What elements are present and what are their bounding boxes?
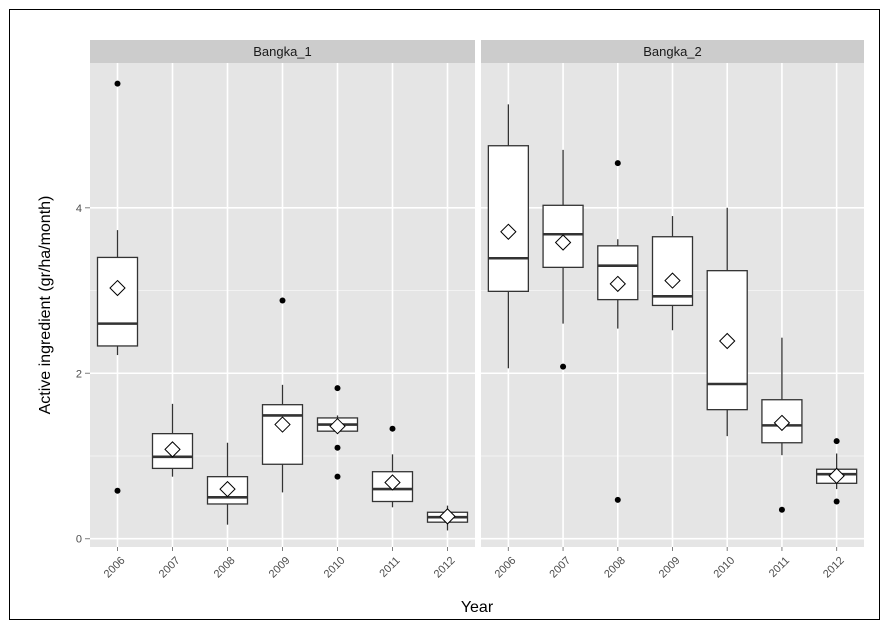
x-tick-label: 2009 xyxy=(267,555,293,581)
x-tick-label: 2012 xyxy=(432,555,458,581)
panel-bangka-1: Bangka_1 2006 2007 2008 2009 2010 2011 2012 xyxy=(90,40,475,580)
y-tick-label: 0 xyxy=(76,534,82,546)
facet-strip xyxy=(481,40,864,63)
outlier-point xyxy=(833,438,840,445)
mean-diamond xyxy=(109,279,126,297)
outlier-point xyxy=(279,297,286,304)
x-tick-label: 2007 xyxy=(547,555,573,581)
mean-diamond xyxy=(828,467,845,485)
mean-diamond xyxy=(500,223,517,240)
box-2011 xyxy=(761,337,803,513)
box-2011 xyxy=(371,425,414,508)
y-axis-title: Active ingredient (gr/ha/month) xyxy=(37,196,54,415)
mean-diamond xyxy=(164,441,181,458)
x-tick-label: 2010 xyxy=(712,555,738,581)
x-tick-label: 2006 xyxy=(102,555,128,581)
outlier-point xyxy=(334,385,341,392)
mean-diamond xyxy=(664,272,681,289)
x-axis-title: Year xyxy=(461,599,494,616)
x-tick-label: 2008 xyxy=(602,555,628,581)
iqr-box xyxy=(96,256,139,347)
x-tick-label: 2011 xyxy=(377,555,402,580)
facet-strip-label: Bangka_2 xyxy=(643,44,702,59)
mean-diamond xyxy=(554,234,572,251)
outlier-point xyxy=(560,363,567,370)
mean-diamond xyxy=(609,275,626,293)
box-2008 xyxy=(597,160,639,503)
box-2012 xyxy=(815,438,858,505)
outlier-point xyxy=(614,496,621,503)
x-tick-label: 2006 xyxy=(493,555,519,581)
x-tick-label: 2010 xyxy=(322,555,348,581)
box-2007 xyxy=(151,403,194,477)
outlier-point xyxy=(334,444,341,451)
box-2007 xyxy=(542,149,584,370)
facet-strip-label: Bangka_1 xyxy=(253,44,312,59)
facet-strip xyxy=(90,40,475,63)
mean-diamond xyxy=(274,416,291,433)
mean-diamond xyxy=(219,480,236,498)
outlier-point xyxy=(833,498,840,505)
box-2010 xyxy=(316,385,359,480)
mean-diamond xyxy=(384,474,401,491)
outlier-point xyxy=(334,473,341,480)
mean-diamond xyxy=(439,508,456,525)
y-tick-label: 4 xyxy=(76,203,82,215)
box-2008 xyxy=(206,442,249,525)
mean-diamond xyxy=(329,417,346,435)
outlier-point xyxy=(614,160,621,167)
box-2010 xyxy=(706,207,748,437)
figure-frame xyxy=(9,9,880,620)
x-tick-label: 2012 xyxy=(821,555,847,581)
iqr-box xyxy=(261,404,304,465)
box-2009 xyxy=(261,297,304,493)
panel-bangka-2: Bangka_2 2006 2007 2008 2009 2010 2011 2012 xyxy=(481,40,864,580)
outlier-point xyxy=(778,506,785,513)
iqr-box xyxy=(487,145,530,292)
x-tick-label: 2007 xyxy=(157,555,183,581)
outlier-point xyxy=(389,425,396,432)
outlier-point xyxy=(114,487,121,494)
y-tick-label: 2 xyxy=(76,368,82,380)
x-tick-label: 2011 xyxy=(767,555,792,580)
x-tick-label: 2009 xyxy=(657,555,683,581)
box-2012 xyxy=(426,505,469,531)
iqr-box xyxy=(651,236,694,307)
box-2009 xyxy=(651,216,694,331)
box-2006 xyxy=(487,104,530,369)
mean-diamond xyxy=(773,414,791,432)
box-2006 xyxy=(96,80,139,494)
outlier-point xyxy=(114,80,121,87)
mean-diamond xyxy=(719,332,736,350)
x-tick-label: 2008 xyxy=(212,555,238,581)
